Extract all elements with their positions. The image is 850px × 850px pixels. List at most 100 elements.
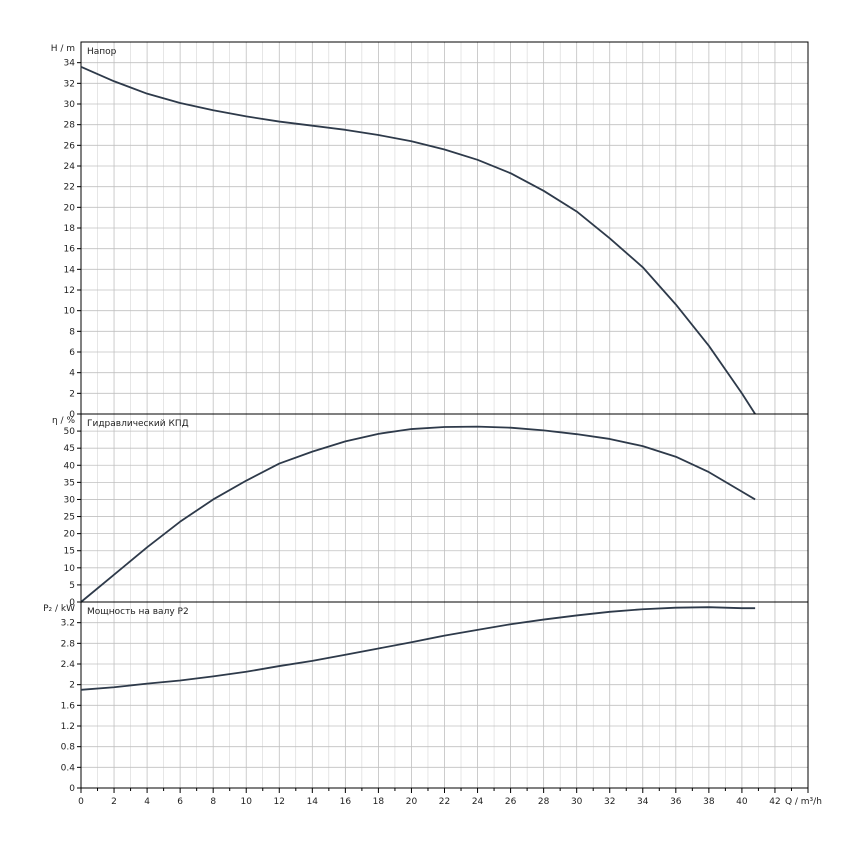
series-line-3 [80,606,756,691]
data-point [543,430,544,431]
data-point [246,116,247,117]
y-tick-label: 18 [64,224,76,234]
series-line-1 [80,65,756,415]
data-point [609,611,610,612]
x-tick-label: 4 [144,797,150,807]
y-tick-label: 14 [64,265,76,275]
data-point [708,345,709,346]
data-point [543,619,544,620]
data-point [345,441,346,442]
data-point [576,434,577,435]
y-tick-label: 30 [64,495,76,505]
y-tick-label: 25 [64,513,75,523]
data-point [146,547,147,548]
data-point [675,456,676,457]
x-tick-label: 42 [769,797,780,807]
y-tick-label: 10 [64,564,76,574]
data-point [146,683,147,684]
y-tick-label: 2 [69,681,75,691]
y-axis-label: P₂ / kW [43,604,75,614]
x-tick-label: 12 [274,797,285,807]
y-tick-label: 45 [64,444,75,454]
x-tick-label: 6 [177,797,183,807]
y-tick-label: 20 [64,203,76,213]
data-point [444,149,445,150]
y-tick-label: 22 [64,183,75,193]
data-point [213,110,214,111]
data-point [708,472,709,473]
x-tick-label: 0 [78,797,84,807]
data-point [741,608,742,609]
y-tick-label: 3.2 [61,619,75,629]
data-point [180,680,181,681]
data-point [444,635,445,636]
data-point [411,642,412,643]
data-point [411,428,412,429]
data-point [312,125,313,126]
y-tick-label: 0 [69,784,75,794]
data-point [741,491,742,492]
data-point [279,463,280,464]
data-point [80,66,81,67]
data-point [477,159,478,160]
y-tick-label: 0.4 [61,763,76,773]
data-point [113,687,114,688]
data-point [477,426,478,427]
data-point [378,648,379,649]
data-point [576,211,577,212]
y-tick-label: 26 [64,141,76,151]
y-tick-label: 2.8 [61,639,76,649]
y-tick-label: 15 [64,547,75,557]
data-point [378,134,379,135]
x-tick-label: 16 [340,797,352,807]
y-tick-label: 24 [64,162,76,172]
data-point [741,393,742,394]
x-tick-label: 36 [670,797,682,807]
data-point [180,102,181,103]
x-axis-label: Q / m³/h [785,797,822,807]
data-point [246,671,247,672]
x-tick-label: 30 [571,797,583,807]
data-point [411,141,412,142]
y-tick-label: 1.6 [61,701,76,711]
data-point [246,480,247,481]
x-tick-label: 20 [406,797,418,807]
data-point [80,689,81,690]
data-point [279,665,280,666]
panel-2: 0 5 10 15 20 25 30 35 40 45 50η / % Гидравлический … [52,413,809,608]
data-point [378,433,379,434]
x-tick-label: 38 [703,797,715,807]
data-point [345,654,346,655]
data-point [609,238,610,239]
data-point [510,427,511,428]
x-tick-label: 8 [210,797,216,807]
panel-title: Гидравлический КПД [87,419,189,429]
y-tick-label: 40 [64,461,76,471]
data-point [113,574,114,575]
x-tick-label: 14 [307,797,319,807]
x-tick-label: 24 [472,797,484,807]
data-point [312,660,313,661]
y-tick-label: 5 [69,581,75,591]
panel-3: 0 0.4 0.8 1.2 1.6 2 2.4 2.8 3.2 P₂ / kW Мощность н… [43,601,809,794]
x-tick-label: 32 [604,797,615,807]
x-tick-label: 22 [439,797,450,807]
y-tick-label: 2.4 [61,660,76,670]
data-point [510,624,511,625]
y-tick-label: 20 [64,530,76,540]
y-tick-label: 28 [64,121,76,131]
y-tick-label: 2 [69,389,75,399]
data-point [576,615,577,616]
panel-title: Напор [87,47,117,57]
y-tick-label: 50 [64,427,76,437]
data-point [642,446,643,447]
panel-title: Мощность на валу P2 [87,607,189,617]
y-tick-label: 10 [64,307,76,317]
y-tick-label: 0.8 [61,743,76,753]
data-point [642,609,643,610]
data-point [213,676,214,677]
data-point [609,438,610,439]
data-point [755,608,756,609]
